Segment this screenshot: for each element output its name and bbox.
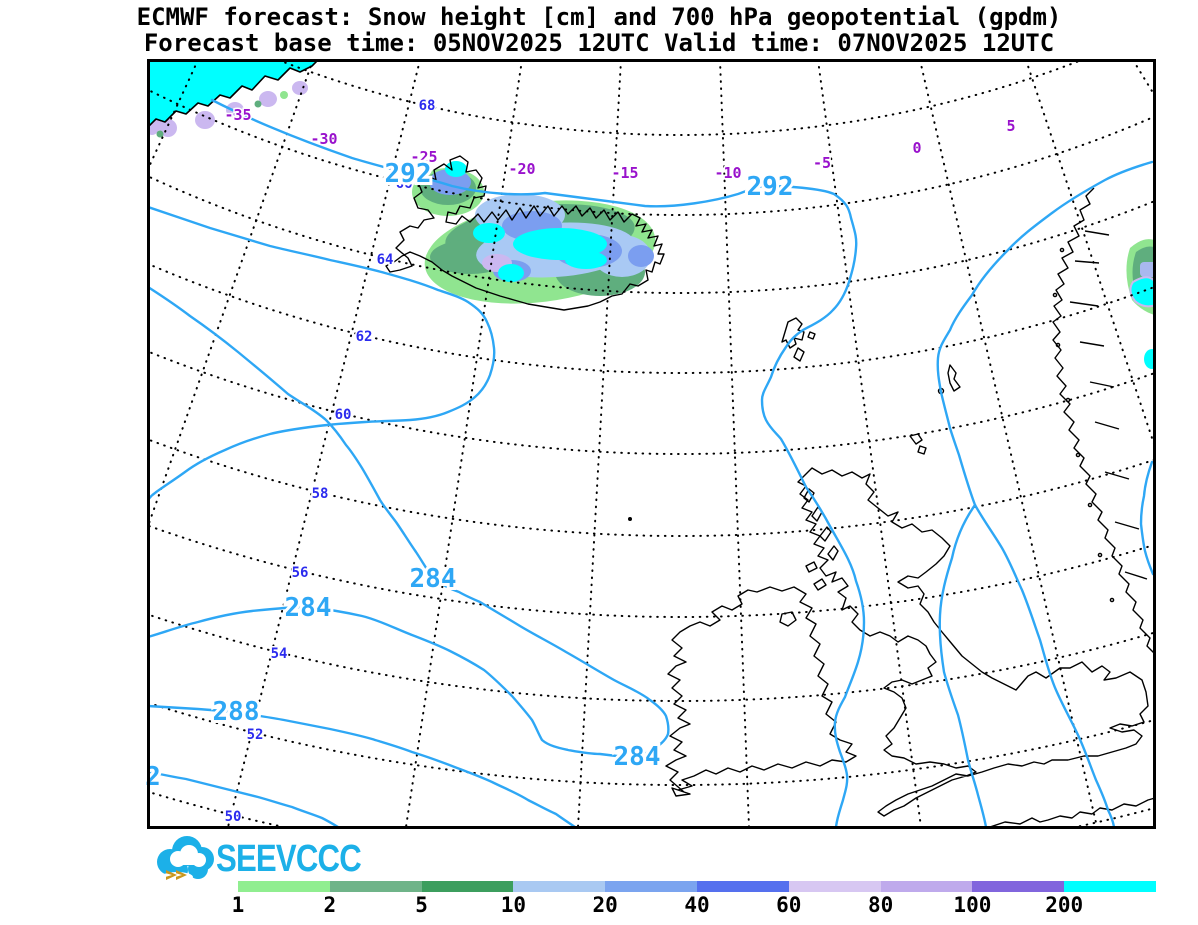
legend-tick-label: 20	[592, 893, 618, 917]
contour-value-label: 284	[285, 593, 332, 623]
legend-segment	[972, 881, 1065, 892]
contour-296-right-arc	[1139, 460, 1153, 576]
lat-label: 52	[247, 727, 264, 743]
lon-label: 0	[912, 139, 921, 157]
lon-label: -15	[611, 164, 638, 182]
legend-segment	[788, 881, 881, 892]
legend-segment	[880, 881, 973, 892]
title-line-2: Forecast base time: 05NOV2025 12UTC Vali…	[143, 29, 1055, 57]
legend-segment	[513, 881, 606, 892]
coastline-hebrides	[803, 488, 839, 591]
legend-tick-label: 2	[323, 893, 337, 917]
legend-segment	[238, 881, 330, 892]
lon-label: -25	[410, 148, 437, 166]
contour-288-lower	[150, 704, 576, 826]
map-frame	[147, 59, 1156, 829]
lat-label: 68	[419, 98, 436, 114]
geopotential-contours	[150, 98, 1153, 826]
lon-label: -10	[714, 164, 741, 182]
snow-shading-norway	[1126, 239, 1153, 369]
legend-tick-label: 200	[1045, 893, 1084, 917]
lon-label: 5	[1006, 117, 1015, 135]
coastline-iceland	[385, 155, 665, 311]
lat-label: 50	[225, 809, 242, 825]
legend-tick-label: 60	[776, 893, 802, 917]
contour-292-norway-ridge	[936, 160, 1153, 826]
coastline-norway	[1052, 187, 1153, 653]
legend-segment	[696, 881, 789, 892]
lat-label: 54	[271, 646, 288, 662]
legend-tick-label: 1	[231, 893, 245, 917]
contour-292-lower	[150, 771, 339, 826]
seevccc-logo: SEEVCCC	[150, 834, 370, 886]
legend-tick-label: 100	[953, 893, 992, 917]
coastline-faroe-islands	[781, 317, 816, 362]
legend-tick-label: 40	[684, 893, 710, 917]
coastline-shetland-orkney	[909, 364, 961, 455]
graticule-meridians	[150, 62, 1153, 826]
lat-label: 58	[312, 486, 329, 502]
logo-text: SEEVCCC	[216, 838, 362, 880]
lon-label: -5	[813, 154, 831, 172]
lat-label: 60	[335, 407, 352, 423]
contour-292-north	[210, 98, 866, 826]
contour-value-label: 284	[410, 564, 457, 594]
contour-value-label: 288	[213, 697, 260, 727]
legend-tick-label: 80	[867, 893, 894, 917]
legend-segment	[1064, 881, 1156, 892]
lat-label: 62	[356, 329, 373, 345]
lat-label: 64	[377, 252, 394, 268]
legend-segment	[605, 881, 697, 892]
snow-height-legend-labels: 1 2 5 10 20 40 60 80 100 200	[232, 893, 1156, 919]
legend-tick-label: 5	[415, 893, 428, 917]
contour-284-upper	[150, 286, 670, 758]
coastline-ireland	[665, 586, 857, 797]
lat-label: 66	[396, 176, 413, 192]
legend-segment	[329, 881, 422, 892]
title-line-1: ECMWF forecast: Snow height [cm] and 700…	[136, 3, 1062, 31]
lon-label: -35	[224, 106, 251, 124]
lon-label: -20	[508, 160, 535, 178]
cloud-arrow-icon	[157, 836, 214, 882]
snow-shading-greenland	[150, 62, 318, 138]
lat-label: 56	[292, 565, 309, 581]
lon-label: -30	[310, 130, 337, 148]
contour-value-label: 292	[385, 159, 432, 189]
chart-title: ECMWF forecast: Snow height [cm] and 700…	[0, 4, 1198, 56]
contour-288-england	[938, 503, 988, 826]
coastline-great-britain	[797, 467, 1149, 817]
legend-tick-label: 10	[500, 893, 527, 917]
contour-284-lower	[150, 605, 627, 759]
coastline-france	[990, 797, 1153, 826]
legend-segment	[421, 881, 514, 892]
contour-value-label: 292	[747, 172, 794, 202]
graticule-parallels	[150, 62, 1153, 826]
islet-rockall	[628, 517, 632, 521]
contour-value-label: 284	[614, 742, 661, 772]
snow-height-legend-bar	[238, 881, 1156, 892]
contour-288-west-tongue	[150, 206, 496, 500]
